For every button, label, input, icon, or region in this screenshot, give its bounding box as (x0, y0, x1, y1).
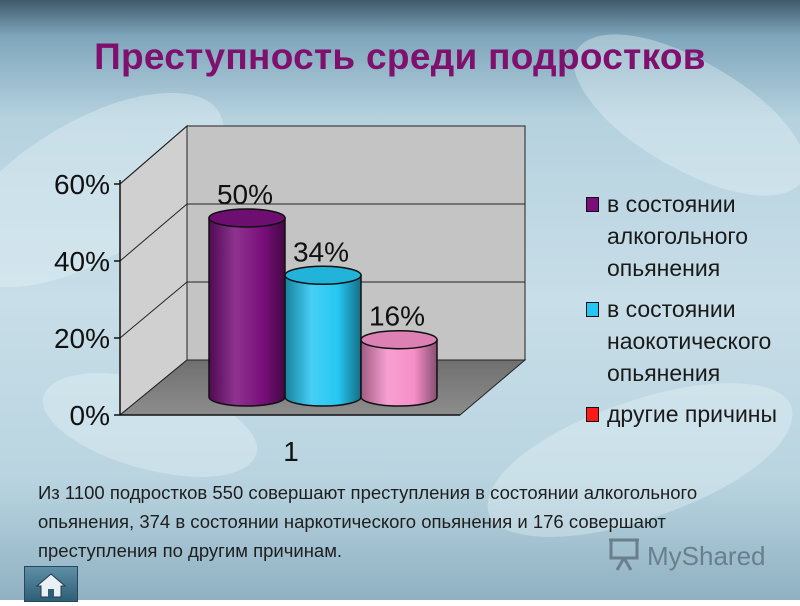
bar-1 (284, 274, 362, 407)
x-tick-label: 1 (283, 436, 299, 467)
legend-item: другие причины (582, 398, 792, 430)
data-label: 34% (293, 236, 349, 267)
legend-label: алкогольного (607, 223, 749, 249)
y-tick-label: 40% (54, 246, 110, 277)
presentation-icon (609, 538, 639, 571)
legend-label: в состоянии (607, 191, 736, 217)
bar-top-2 (360, 329, 438, 350)
brand-text: MyShared (647, 541, 766, 571)
gridline (119, 203, 188, 262)
bar-0 (208, 217, 286, 407)
bar-top-0 (208, 208, 286, 228)
gridline (119, 125, 188, 185)
gridline (119, 281, 188, 339)
slide-title: Преступность среди подростков (94, 36, 706, 77)
data-label: 50% (217, 179, 273, 210)
y-tick-label: 0% (70, 400, 110, 431)
legend-swatch (586, 407, 599, 422)
legend-label: опьянения (607, 360, 721, 386)
legend-item: в состоянии наокотического опьянения (582, 293, 792, 389)
y-tick-label: 60% (54, 169, 110, 200)
chart-legend: в состоянии алкогольного опьянения в состоя… (582, 188, 792, 439)
legend-item: в состоянии алкогольного опьянения (582, 188, 792, 284)
y-tick-label: 20% (54, 323, 110, 354)
legend-label: другие причины (607, 401, 778, 427)
home-icon (35, 573, 67, 598)
bar-2 (360, 338, 438, 407)
bar-top-1 (284, 265, 362, 286)
brand-watermark: MyShared (607, 536, 777, 574)
data-label: 16% (369, 301, 425, 332)
legend-label: в состоянии (607, 296, 736, 322)
legend-label: наокотического (607, 328, 772, 354)
legend-label: опьянения (607, 255, 721, 281)
legend-swatch (586, 302, 599, 317)
slide-caption: Из 1100 подростков 550 совершают преступ… (38, 482, 698, 561)
legend-swatch (586, 197, 599, 212)
home-button[interactable] (24, 566, 78, 602)
